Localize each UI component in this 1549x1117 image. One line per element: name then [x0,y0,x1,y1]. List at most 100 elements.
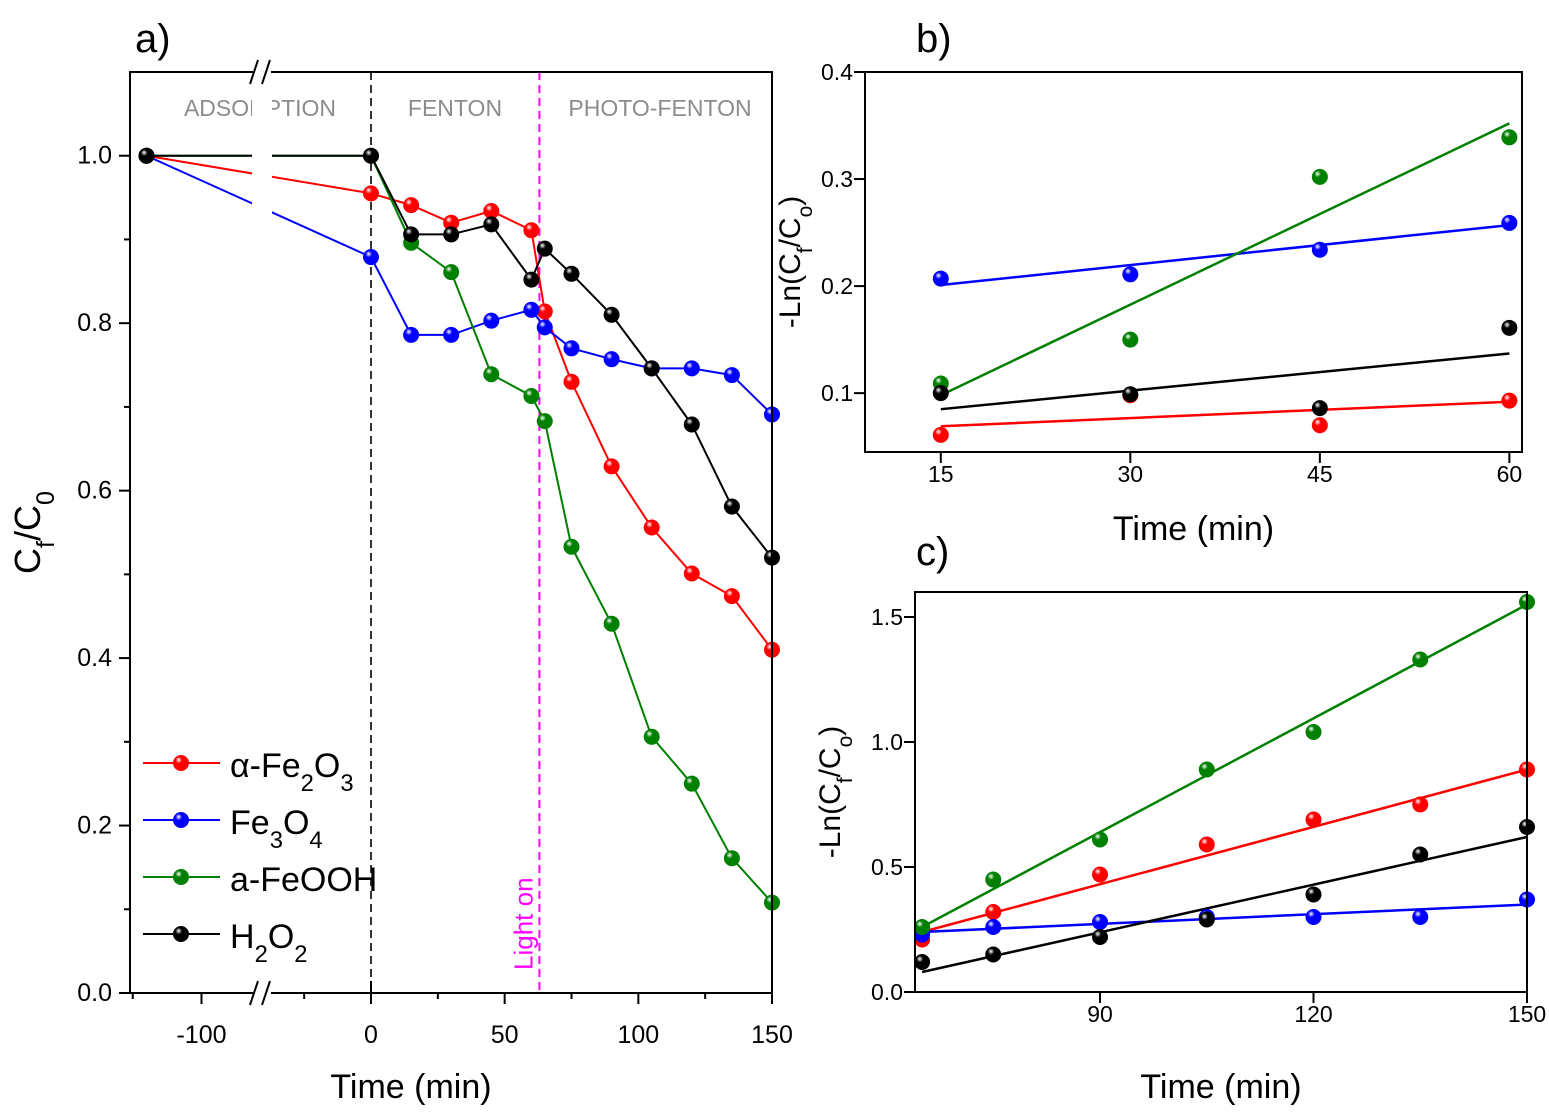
data-point [1501,214,1518,231]
data-point [603,615,620,632]
data-point [403,197,420,214]
data-point [1311,168,1328,185]
text-segment: Fe [230,804,270,842]
data-point [173,755,189,771]
axis-break-cover [253,69,271,75]
y-tick-label: 0.6 [77,477,112,505]
data-point [1305,909,1322,925]
series-markers-1 [138,147,780,423]
subscript: o [794,206,817,218]
subscript: 3 [270,827,283,854]
legend-label: Fe3O4 [230,804,323,854]
axis-break-gap [252,74,272,991]
data-point [1412,846,1429,863]
y-tick-label: 0.8 [77,309,112,337]
data-point [723,588,740,605]
data-point [932,426,949,443]
fit-line [921,835,1528,974]
axis-break-mark [249,980,259,1006]
fit-line [940,352,1510,411]
series-markers-3 [138,147,780,566]
data-point [138,147,155,164]
legend-label: H2O2 [230,918,308,968]
data-point [363,185,379,202]
data-point [683,360,700,377]
subscript: 4 [309,827,322,854]
data-point [536,413,553,430]
series-1 [146,154,773,416]
data-point [985,904,1002,920]
axis-break-mark [261,59,271,85]
y-axis-label: -Ln(Cf/Co) [814,726,857,859]
text-segment: /C [7,505,48,541]
data-point [563,340,580,357]
series-0 [940,400,1510,428]
plot-frame [129,71,773,994]
x-tick-label: 150 [1508,1001,1546,1027]
y-axis-label: Cf/C0 [7,491,60,574]
x-tick-label: 60 [1497,461,1523,487]
data-point [173,812,189,828]
data-point [523,271,540,288]
data-point [536,319,553,336]
fit-line [940,122,1510,397]
text-segment: -Ln(C [774,253,807,328]
x-axis-label: Time (min) [1140,1068,1301,1106]
panel-label: a) [135,17,171,61]
series-line [146,154,773,904]
data-point [1092,831,1109,848]
data-point [643,728,660,745]
series-2 [940,122,1510,397]
y-tick-label: 0.0 [77,979,112,1007]
axis-break-mark [249,59,259,85]
data-point [932,270,949,287]
plot-frame [914,591,1528,993]
data-point [985,919,1002,935]
fit-line [940,223,1510,287]
data-point [536,240,553,257]
text-segment: ) [774,196,807,206]
subscript: o [834,736,857,748]
text-segment: a-FeOOH [230,861,377,899]
data-point [723,850,740,867]
x-tick-label: 45 [1307,461,1333,487]
x-tick-label: 30 [1118,461,1144,487]
data-point [603,306,620,323]
data-point [914,919,931,935]
subscript: 2 [301,770,314,797]
series-line [146,154,773,416]
data-point [932,385,949,402]
text-segment: α-Fe [230,747,301,785]
data-point [1412,796,1429,813]
series-0 [146,154,773,651]
data-point [985,946,1002,963]
text-segment: /C [774,217,807,247]
data-point [1092,929,1109,945]
data-point [563,265,580,282]
y-tick-label: 1.0 [871,729,903,755]
text-segment: Time (min) [330,1068,491,1106]
data-point [683,775,700,792]
text-segment: C [7,548,48,574]
series-markers-1 [932,214,1518,287]
data-point [443,264,460,281]
series-markers-2 [138,147,780,911]
y-tick-label: 1.0 [77,142,112,170]
subscript: 2 [294,941,307,968]
fit-line [922,903,1528,934]
data-point [1412,651,1429,668]
x-tick-label: 150 [751,1021,793,1049]
data-point [643,360,660,377]
legend-item: a-FeOOH [143,861,377,899]
x-tick-label: 15 [928,461,954,487]
series-2 [921,603,1528,929]
data-point [483,202,500,219]
panel-a: a)Light onADSORPTIONFENTONPHOTO-FENTON-1… [7,17,793,1106]
text-segment: -Ln(C [814,783,847,858]
data-point [603,458,620,475]
series-markers-0 [138,147,780,658]
x-tick-label: 100 [617,1021,659,1049]
legend-label: a-FeOOH [230,861,377,899]
